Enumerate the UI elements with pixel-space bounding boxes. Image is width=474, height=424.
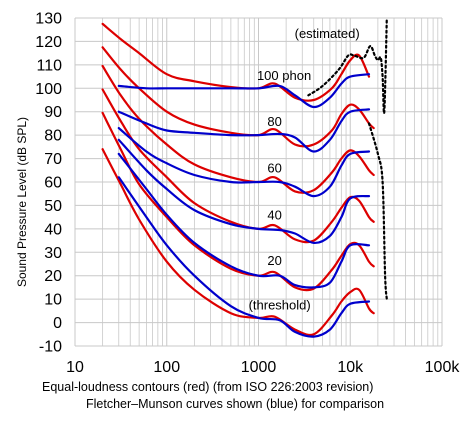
y-tick-label: -10: [39, 339, 62, 356]
y-axis-label: Sound Pressure Level (dB SPL): [15, 117, 29, 287]
x-tick-label: 10: [66, 359, 84, 376]
tick-labels: -10 0 10 20 30 40 50 60 70 80 90 100 110 120 130 10 100 1…: [35, 11, 460, 377]
curve-annotation: 80: [267, 114, 281, 129]
curve-annotation: 40: [267, 207, 281, 222]
x-tick-label: 100: [153, 359, 180, 376]
estimated-line: [367, 122, 388, 301]
grid: [74, 17, 443, 347]
caption-line-1: Equal-loudness contours (red) (from ISO …: [42, 380, 373, 394]
y-tick-label: 20: [44, 268, 62, 285]
iso-curve-100: [101, 22, 371, 102]
curve-annotation: 20: [267, 253, 281, 268]
y-tick-label: 60: [44, 175, 62, 192]
y-tick-label: 0: [53, 315, 62, 332]
y-tick-label: 70: [44, 151, 62, 168]
y-tick-label: 130: [35, 11, 62, 28]
y-tick-label: 50: [44, 198, 62, 215]
estimated-line: [307, 16, 388, 115]
x-tick-label: 1000: [241, 359, 277, 376]
series-layer: [101, 16, 388, 338]
y-tick-label: 90: [44, 104, 62, 121]
y-tick-label: 40: [44, 221, 62, 238]
y-tick-label: 100: [35, 81, 62, 98]
caption-line-2: Fletcher–Munson curves shown (blue) for …: [86, 397, 384, 411]
y-tick-label: 120: [35, 34, 62, 51]
fletcher-munson-curve-80: [117, 108, 371, 153]
fletcher-munson-curve-60: [117, 127, 371, 198]
annotations: (estimated) 100 phon 80 60 40 20 (threshold): [249, 26, 360, 313]
y-tick-label: 110: [36, 57, 62, 74]
x-tick-label: 10k: [337, 359, 364, 376]
y-tick-label: 80: [44, 128, 62, 145]
curve-annotation: (estimated): [295, 26, 360, 41]
fletcher-munson-curve-100: [117, 73, 371, 109]
iso-curve-80: [101, 46, 375, 148]
y-tick-label: 30: [44, 245, 62, 262]
fletcher-munson-curve-20: [117, 152, 371, 289]
fletcher-munson-curve-40: [117, 138, 371, 245]
x-tick-label: 100k: [425, 359, 461, 376]
fletcher-munson-curve-0: [117, 176, 371, 338]
curve-annotation: 60: [267, 161, 281, 176]
y-tick-label: 10: [44, 292, 62, 309]
curve-annotation: (threshold): [249, 298, 311, 313]
curve-annotation: 100 phon: [257, 68, 311, 83]
